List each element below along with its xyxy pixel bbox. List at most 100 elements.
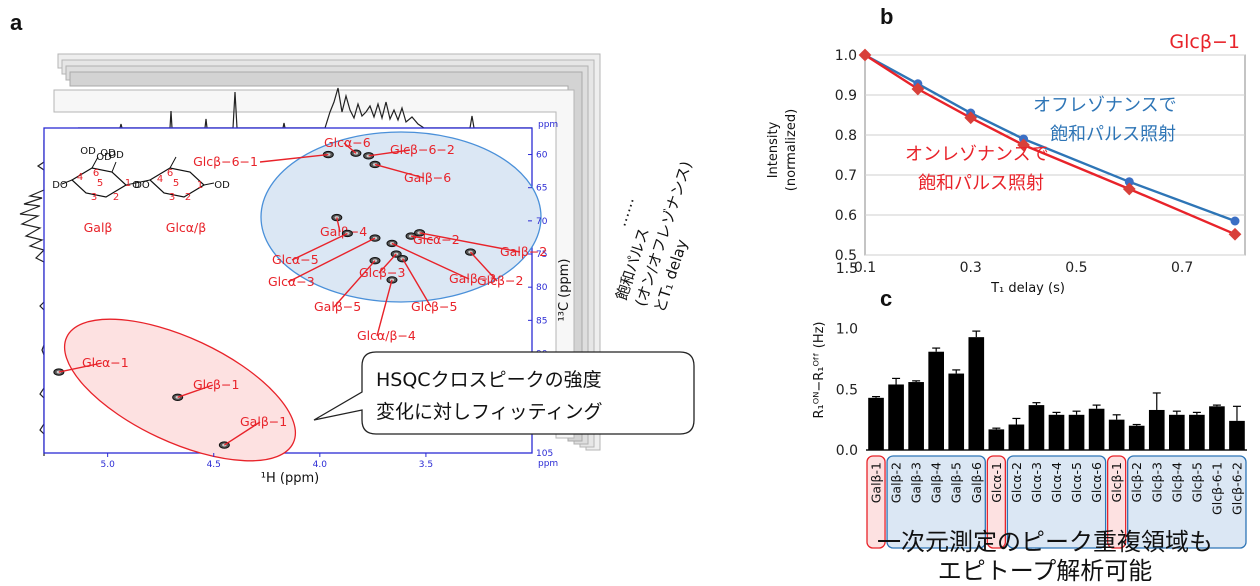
peak-leader [259,153,329,163]
bar-Glcα-1 [988,429,1005,450]
ppm-unit-bottom: ppm [538,459,558,469]
y-tick-label: 75 [536,250,547,260]
peak-label: Glcα−3 [268,274,315,289]
bar-Galβ-2 [888,384,904,450]
bar-Galβ-4 [928,351,945,450]
bar-Glcβ-5 [1189,414,1205,450]
bar-Glcα-3 [1028,405,1045,450]
category-label: Glcα-5 [1069,462,1084,503]
category-label: Glcα-6 [1089,462,1104,503]
on-resonance-line [864,53,1236,236]
peak-label: Glcα/β−4 [357,328,416,343]
on-label-1: オンレゾナンスで [905,144,1049,165]
category-label: Glcβ-6-2 [1229,462,1244,515]
category-label: Galβ-2 [889,462,904,503]
left-1d-spectrum [19,140,46,456]
structure-atom: OD [80,146,96,157]
structure-atom: 1 [197,180,203,191]
panel-b: 1.00.90.80.70.60.50.1 0.3 0.5 0.7 Glcβ−1 In… [766,31,1246,296]
off-label-2: 飽和パルス照射 [1050,124,1176,145]
structure-atom: DO [52,180,68,191]
structure-atom: 5 [173,178,179,189]
structure-atom: 2 [113,192,119,203]
structure-label-glc: Glcα/β [166,220,206,235]
glc-gal-ring-region [260,131,542,303]
peak-label: Galβ−1 [240,414,287,429]
structure-atom: 4 [77,172,83,183]
b-y-tick-label: 0.7 [835,168,857,184]
structure-atom: 3 [91,192,97,203]
on-label-2: 飽和パルス照射 [918,173,1044,194]
peak-leader [291,232,348,261]
structure-atom: O [132,180,140,191]
stack-annotation: ⋯⋯ 飽和パルス (オン/オフレゾナンス) とT₁ delay [612,159,695,315]
peak-leader [333,260,376,308]
callout-line-1: HSQCクロスピークの強度 [376,369,602,391]
panel-c-footer-1: 一次元測定のピーク重複領域も [877,528,1213,556]
peak-label: Glcβ−6−1 [193,154,258,169]
panel-b-xlabel: T₁ delay (s) [990,281,1065,296]
panel-label-a: a [10,10,23,35]
bar-Galβ-5 [948,373,965,450]
category-label: Galβ-1 [869,462,884,503]
category-label: Glcβ-4 [1169,462,1184,503]
category-label: Galβ-5 [949,462,964,503]
structure-atom: 6 [167,168,173,179]
anomeric-region [63,318,297,462]
off-resonance-line [864,53,1236,223]
c-y-tick-label: 1.5 [836,261,858,277]
y-tick-label: 65 [536,184,547,194]
category-label: Glcα-3 [1029,462,1044,503]
bar-Glcα-4 [1048,414,1065,450]
y-axis-label-13c: ¹³C (ppm) [557,259,572,322]
y-tick-label: 70 [536,217,548,227]
category-label: Glcβ-5 [1189,462,1204,502]
structure-atom: OD [96,152,112,163]
group-box-anomeric [866,455,886,549]
panel-label-c: c [880,286,892,311]
b-y-tick-label: 0.9 [835,88,857,104]
b-x-tick-label: 0.3 [960,260,982,276]
b-y-tick-label: 0.8 [835,128,857,144]
x-tick-label: 4.5 [207,460,221,470]
structure-atom: OD [108,150,124,161]
group-box-anomeric [1106,455,1127,549]
category-label: Galβ-3 [909,462,924,503]
b-y-tick-label: 1.0 [835,48,857,64]
peak-leader [336,217,341,233]
category-label: Glcα-2 [1009,462,1024,503]
structure-atom: 2 [185,192,191,203]
structure-atom: OD [214,180,230,191]
group-box-ring [1127,455,1247,549]
top-1d-spectrum [78,87,532,129]
peak-leader [177,384,214,398]
peak-leader [410,235,434,241]
stacked-planes [53,53,601,451]
peak-leader [287,237,376,283]
bar-Glcβ-4 [1168,414,1185,450]
bar-Glcβ-6-2 [1229,420,1245,450]
structure-label-galb: Galβ [84,220,113,235]
panel-a: 5.04.54.03.56065707580859095100105 ppm p… [19,53,695,486]
x-axis-label-1h: ¹H (ppm) [261,471,319,486]
on-resonance-point [858,48,872,62]
peak-label: Glcβ−6−2 [390,142,455,157]
callout-line-2: 変化に対しフィッティング [376,401,602,423]
structure-atom: 4 [157,174,163,185]
peak-leader [469,251,498,282]
off-resonance-point [1230,216,1240,226]
panel-b-title: Glcβ−1 [1169,31,1240,53]
peak-leader [378,253,397,274]
category-label: Galβ-4 [929,462,944,503]
stack-dots: ⋯⋯ [615,196,641,230]
ppm-unit-top: ppm [538,120,558,130]
b-y-tick-label: 0.6 [835,208,857,224]
peak-label: Glcα−5 [272,252,319,267]
peak-leader [374,163,425,179]
panel-c: 0.0 0.5 1.0 1.5 Galβ-1 Galβ-2 Galβ-3 Galβ-4 Galβ… [812,261,1247,585]
bar-Glcα-5 [1068,414,1085,450]
hsqc-callout: HSQCクロスピークの強度 変化に対しフィッティング [313,351,695,435]
peak-leader [391,242,470,280]
bar-Glcβ-2 [1128,425,1145,450]
